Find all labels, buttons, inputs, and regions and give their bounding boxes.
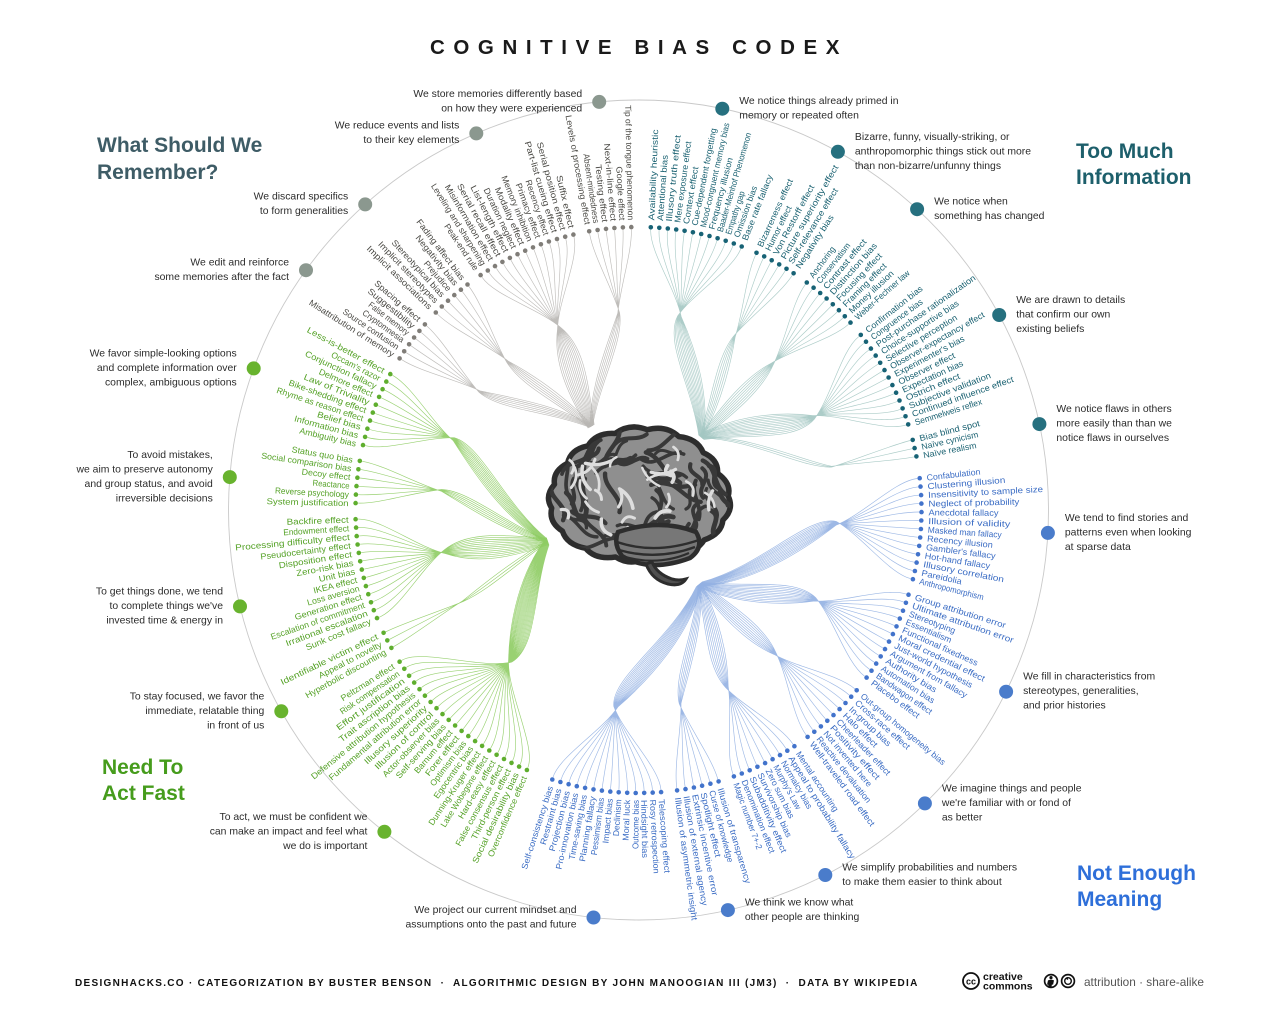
svg-text:Neglect of probability: Neglect of probability <box>928 497 1020 509</box>
svg-text:we do is important: we do is important <box>282 841 367 852</box>
svg-text:To get things done, we tend: To get things done, we tend <box>96 586 223 597</box>
svg-text:DESIGNHACKS.CO · CATEGORIZATIO: DESIGNHACKS.CO · CATEGORIZATION BY BUSTE… <box>75 978 919 989</box>
svg-text:Endowment effect: Endowment effect <box>283 523 350 537</box>
svg-text:COGNITIVE BIAS CODEX: COGNITIVE BIAS CODEX <box>430 36 848 59</box>
svg-text:to form generalities: to form generalities <box>260 206 348 217</box>
svg-text:Google effect: Google effect <box>614 166 627 221</box>
svg-text:To act, we must be confident w: To act, we must be confident we <box>220 812 368 823</box>
svg-text:and prior histories: and prior histories <box>1023 701 1106 712</box>
svg-text:we aim to preserve autonomy: we aim to preserve autonomy <box>76 464 214 475</box>
svg-text:Reactance: Reactance <box>312 478 350 491</box>
svg-text:We favor simple-looking option: We favor simple-looking options <box>90 348 237 359</box>
svg-text:some memories after the fact: some memories after the fact <box>154 272 289 283</box>
svg-text:We think we know what: We think we know what <box>745 897 853 908</box>
svg-text:Moral luck: Moral luck <box>620 799 632 841</box>
svg-text:Availability heuristic: Availability heuristic <box>646 128 660 220</box>
svg-text:Outcome bias: Outcome bias <box>630 800 641 849</box>
svg-text:We fill in characteristics fro: We fill in characteristics from <box>1023 672 1155 683</box>
svg-text:We simplify probabilities and: We simplify probabilities and numbers <box>842 862 1017 873</box>
svg-text:attribution · share-alike: attribution · share-alike <box>1084 975 1204 989</box>
svg-text:immediate, relatable thing: immediate, relatable thing <box>145 706 264 717</box>
svg-text:Act Fast: Act Fast <box>102 782 185 805</box>
svg-text:What Should We: What Should We <box>97 134 262 157</box>
svg-text:We project our current mindset: We project our current mindset and <box>414 905 576 916</box>
svg-text:more easily than than we: more easily than than we <box>1056 419 1172 430</box>
svg-text:creative: creative <box>983 971 1023 983</box>
svg-text:We edit and reinforce: We edit and reinforce <box>190 258 289 269</box>
svg-text:to their key elements: to their key elements <box>363 135 459 146</box>
svg-text:Too Much: Too Much <box>1076 140 1174 163</box>
svg-text:stereotypes, generalities,: stereotypes, generalities, <box>1023 686 1139 697</box>
svg-text:can make an impact and feel wh: can make an impact and feel what <box>210 826 368 837</box>
svg-text:We are drawn to details: We are drawn to details <box>1016 295 1125 306</box>
svg-text:invested time & energy in: invested time & energy in <box>106 615 223 626</box>
svg-text:other people are thinking: other people are thinking <box>745 912 860 923</box>
svg-text:We discard specifics: We discard specifics <box>254 192 349 203</box>
svg-text:Hindsight bias: Hindsight bias <box>639 800 650 858</box>
svg-text:as better: as better <box>942 812 983 823</box>
svg-text:than non-bizarre/unfunny thing: than non-bizarre/unfunny things <box>855 161 1001 172</box>
svg-text:We reduce events and lists: We reduce events and lists <box>335 121 460 132</box>
svg-text:irreversible decisions: irreversible decisions <box>116 493 213 504</box>
svg-text:something has changed: something has changed <box>934 211 1045 222</box>
svg-text:Meaning: Meaning <box>1077 888 1162 911</box>
svg-text:complex, ambiguous options: complex, ambiguous options <box>105 377 237 388</box>
svg-text:to complete things we've: to complete things we've <box>110 601 224 612</box>
svg-text:anthropomorphic things stick o: anthropomorphic things stick out more <box>855 146 1031 157</box>
svg-text:We imagine things and people: We imagine things and people <box>942 783 1082 794</box>
svg-text:Declinism: Declinism <box>611 799 624 837</box>
svg-text:at sparse data: at sparse data <box>1065 542 1131 553</box>
svg-text:We store memories differently: We store memories differently based <box>413 89 582 100</box>
svg-text:We tend to find stories and: We tend to find stories and <box>1065 513 1189 524</box>
svg-text:Need To: Need To <box>102 756 183 779</box>
svg-text:We notice when: We notice when <box>934 197 1008 208</box>
svg-text:in front of us: in front of us <box>207 720 264 731</box>
svg-text:Backfire effect: Backfire effect <box>286 515 349 527</box>
svg-text:cc: cc <box>966 977 976 987</box>
svg-text:Rosy retrospection: Rosy retrospection <box>648 799 662 874</box>
svg-text:System justification: System justification <box>266 496 348 508</box>
svg-text:and complete information over: and complete information over <box>97 363 237 374</box>
svg-text:on how they were experienced: on how they were experienced <box>441 104 582 115</box>
svg-text:To stay focused, we favor the: To stay focused, we favor the <box>130 691 265 702</box>
svg-text:Remember?: Remember? <box>97 161 218 184</box>
svg-text:We notice flaws in others: We notice flaws in others <box>1056 404 1171 415</box>
svg-text:Illusion of validity: Illusion of validity <box>928 516 1011 529</box>
svg-text:and group status, and avoid: and group status, and avoid <box>85 479 213 490</box>
svg-text:that confirm our own: that confirm our own <box>1016 310 1110 321</box>
svg-text:Not Enough: Not Enough <box>1077 862 1196 885</box>
svg-text:we're familiar with or fond of: we're familiar with or fond of <box>941 798 1071 809</box>
svg-text:Bizarre, funny, visually-strik: Bizarre, funny, visually-striking, or <box>855 132 1010 143</box>
svg-text:Reverse psychology: Reverse psychology <box>275 485 350 499</box>
svg-text:Information: Information <box>1076 166 1192 189</box>
svg-text:commons: commons <box>983 981 1033 993</box>
svg-text:Impact bias: Impact bias <box>600 798 614 844</box>
svg-text:Anecdotal fallacy: Anecdotal fallacy <box>928 507 999 517</box>
svg-text:Tip of the tongue phenomenon: Tip of the tongue phenomenon <box>623 105 636 220</box>
svg-text:To avoid mistakes,: To avoid mistakes, <box>127 450 212 461</box>
svg-text:existing beliefs: existing beliefs <box>1016 324 1084 335</box>
svg-text:We notice things already prime: We notice things already primed in <box>739 96 898 107</box>
svg-text:Attentional bias: Attentional bias <box>655 155 670 222</box>
svg-text:patterns even when looking: patterns even when looking <box>1065 527 1192 538</box>
svg-text:notice flaws in ourselves: notice flaws in ourselves <box>1056 433 1169 444</box>
svg-text:assumptions onto the past and: assumptions onto the past and future <box>406 919 577 930</box>
svg-text:memory or repeated often: memory or repeated often <box>739 111 859 122</box>
svg-text:to make them easier to think a: to make them easier to think about <box>842 877 1002 888</box>
